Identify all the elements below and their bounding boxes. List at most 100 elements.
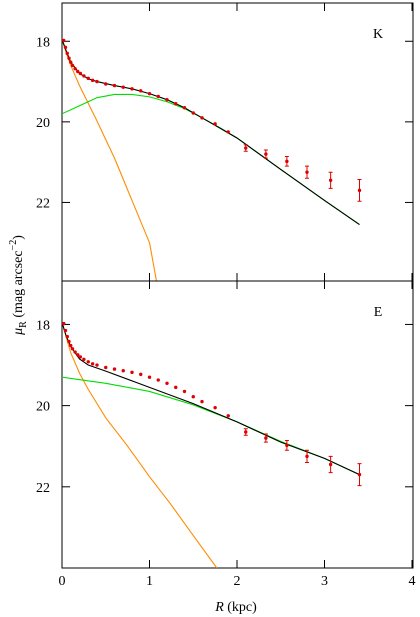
data-point [65,51,69,56]
panel: 0 1 2 3 4 18 20 22 E [36,280,416,589]
data-point [112,367,117,371]
y-tick-label: 20 [36,116,50,131]
x-label-unit: (kpc) [227,600,257,615]
data-point [191,394,195,399]
y-tick-label: 22 [36,196,50,211]
data-point [67,56,71,60]
data-point [244,146,248,150]
data-point [147,375,152,379]
data-point [213,405,217,410]
data-point [73,350,77,354]
x-tick-label: 4 [409,574,416,589]
data-point [213,122,217,126]
data-point [104,82,108,86]
plot-area [62,38,362,281]
y-label-unit: (mag arcsec [11,250,26,317]
data-point [62,38,66,43]
data-point [78,71,83,76]
data-point [82,74,86,78]
data-point [328,178,333,182]
data-point [121,85,125,89]
data-point [244,430,248,434]
data-point [86,360,90,364]
x-tick-label: 2 [234,574,241,589]
model-curve [62,39,360,226]
panel: 18 20 22 K [36,2,414,282]
y-label-sub: R [18,321,29,328]
data-point [156,94,160,99]
data-point [182,106,187,110]
data-point [130,87,134,91]
panel-frame [61,2,414,282]
data-point [70,63,75,68]
panel-frame [61,280,414,569]
y-axis-label: μR (mag arcsec−2) [8,235,29,336]
data-point [139,372,143,377]
data-point [73,66,77,71]
data-point [121,369,125,373]
y-tick-label: 22 [36,481,50,496]
model-curve [62,376,360,476]
data-point [174,385,178,390]
data-point [90,362,95,366]
data-point [78,355,83,359]
y-label-sup: −2 [8,240,19,251]
y-tick-label: 18 [36,35,50,50]
data-point [305,454,309,459]
data-point [76,353,80,357]
data-point [95,363,99,367]
data-point [328,462,333,467]
data-point [191,111,195,115]
data-point [62,321,66,326]
data-point [264,152,268,156]
y-label-close: ) [11,235,26,240]
data-point [165,97,169,102]
data-point [174,102,178,106]
data-point [67,339,71,344]
data-point [305,170,309,174]
data-point [226,414,230,418]
data-point [104,365,108,370]
panel-label: E [374,305,383,320]
data-point [70,347,75,351]
data-point [264,436,268,440]
data-point [139,89,143,93]
data-point [63,328,68,333]
data-point [69,343,73,348]
data-point [95,79,99,84]
x-label-symbol: R [214,600,224,615]
data-point [200,399,204,404]
data-point [86,76,90,81]
y-tick-label: 18 [36,318,50,333]
data-point [285,443,289,448]
data-point [200,116,204,120]
data-point [226,130,230,134]
data-point [357,472,362,477]
plot-area [62,321,362,568]
data-point [182,389,187,394]
data-point [130,370,134,375]
data-point [112,83,117,88]
data-point [285,159,289,164]
y-label-symbol: μ [11,328,26,336]
model-curve [62,93,360,226]
data-point [357,188,362,193]
panel-label: K [373,27,383,42]
data-point [147,91,152,96]
data-point [63,45,68,50]
x-tick-label: 1 [146,574,153,589]
data-point [69,60,73,64]
data-point [82,357,86,362]
x-axis-label: R (kpc) [214,600,257,615]
model-curve [62,322,360,476]
data-point [65,334,69,339]
x-tick-label: 0 [59,574,66,589]
data-point [156,378,160,382]
y-tick-label: 20 [36,400,50,415]
data-point [90,78,95,83]
data-point [165,381,169,385]
model-curve [62,39,158,281]
data-point [76,69,80,74]
model-curve [62,322,218,568]
